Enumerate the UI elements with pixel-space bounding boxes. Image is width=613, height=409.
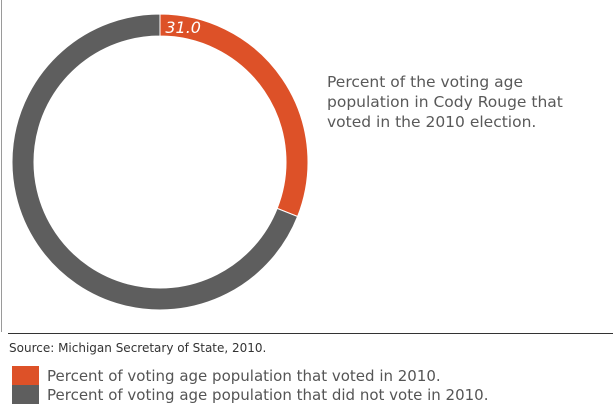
chart-description: Percent of the voting age population in … [327,73,563,131]
donut-slice-1 [11,13,299,311]
donut-slice-0 [159,13,309,218]
legend-item-not-voted: Percent of voting age population that di… [12,385,489,404]
donut-chart: 31.0 [11,13,309,311]
legend-label-voted: Percent of voting age population that vo… [47,366,441,385]
legend: Percent of voting age population that vo… [12,366,489,404]
divider [8,333,613,334]
legend-label-not-voted: Percent of voting age population that di… [47,385,489,404]
slice-data-label: 31.0 [165,18,201,37]
legend-item-voted: Percent of voting age population that vo… [12,366,489,385]
legend-swatch-not-voted [12,385,39,404]
legend-swatch-voted [12,366,39,385]
left-rule [1,0,2,332]
source-note: Source: Michigan Secretary of State, 201… [9,341,267,355]
